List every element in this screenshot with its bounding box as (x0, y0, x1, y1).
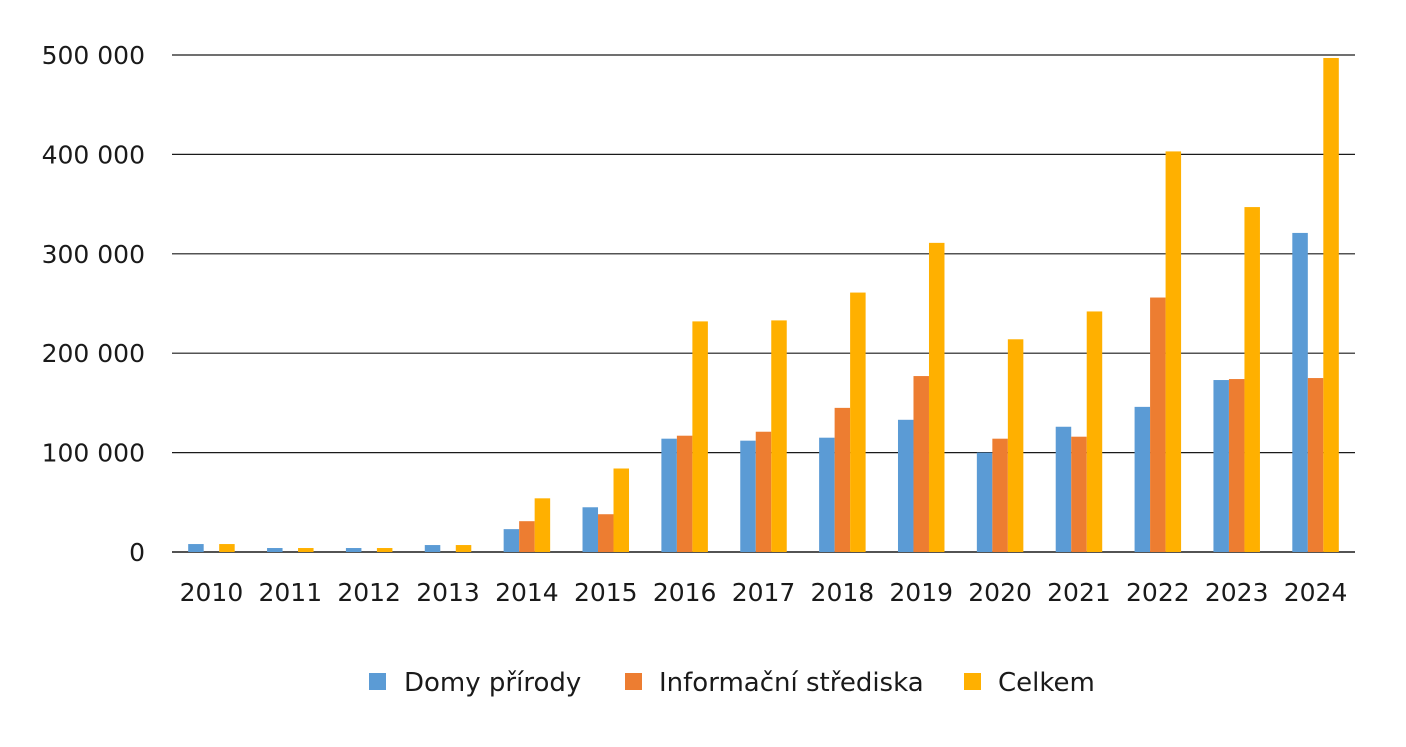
x-tick-label: 2017 (732, 578, 796, 607)
x-tick-label: 2016 (653, 578, 717, 607)
bar (1071, 436, 1087, 552)
bar (1323, 57, 1339, 553)
bar (1213, 380, 1229, 552)
x-tick-label: 2022 (1126, 578, 1190, 607)
bar (582, 507, 599, 552)
series-celkem (219, 57, 1339, 553)
bar (376, 548, 393, 552)
legend: Domy přírody Informační střediska Celkem (369, 668, 1095, 698)
legend-label: Domy přírody (404, 668, 581, 698)
x-tick-label: 2020 (968, 578, 1032, 607)
bar (692, 321, 708, 552)
x-tick-label: 2012 (337, 578, 401, 607)
bar (534, 498, 551, 552)
bar (1150, 297, 1166, 552)
bar (1307, 378, 1324, 552)
x-tick-label: 2011 (258, 578, 322, 607)
bar (913, 376, 929, 552)
x-tick-label: 2019 (889, 578, 953, 607)
bar (819, 437, 835, 552)
bar (298, 548, 314, 552)
bar (850, 292, 866, 552)
legend-swatch (369, 673, 386, 690)
bars (188, 57, 1339, 553)
legend-label: Informační střediska (659, 668, 924, 698)
bar (1086, 311, 1103, 552)
x-tick-label: 2024 (1284, 578, 1348, 607)
bar (1165, 151, 1182, 552)
x-tick-label: 2021 (1047, 578, 1111, 607)
x-tick-label: 2010 (180, 578, 244, 607)
bar (613, 468, 630, 552)
bar (661, 438, 677, 552)
y-tick-label: 200 000 (42, 339, 145, 368)
x-axis-tick-labels: 2010 2011 2012 2013 2014 2015 2016 2017 2018 2019… (180, 578, 1348, 607)
y-tick-label: 500 000 (42, 41, 145, 70)
legend-item: Domy přírody (369, 668, 581, 698)
series-domy-přírody (188, 232, 1308, 552)
y-tick-label: 0 (129, 538, 145, 567)
bar (188, 544, 204, 552)
y-axis-tick-labels: 0 100 000 200 000 300 000 400 000 500 000 (42, 41, 145, 567)
y-tick-label: 300 000 (42, 240, 145, 269)
bar (1007, 339, 1024, 552)
bar (1228, 379, 1245, 552)
bar (1055, 426, 1072, 552)
bar (676, 435, 693, 552)
bar (897, 419, 914, 552)
bar (503, 529, 520, 552)
x-tick-label: 2023 (1205, 578, 1269, 607)
legend-item: Celkem (964, 668, 1095, 698)
bar (755, 431, 772, 552)
x-tick-label: 2014 (495, 578, 559, 607)
legend-swatch (964, 673, 981, 690)
x-tick-label: 2015 (574, 578, 638, 607)
bar (1292, 232, 1308, 552)
bar (1244, 207, 1260, 552)
bar (345, 548, 362, 552)
bar (771, 320, 787, 552)
bar (928, 242, 945, 552)
bar (598, 514, 614, 552)
bar (519, 521, 535, 552)
bar (455, 545, 472, 552)
bar (834, 407, 851, 552)
bar (1134, 406, 1151, 552)
bar (424, 545, 441, 552)
bar (976, 452, 993, 552)
bar (219, 544, 235, 552)
legend-item: Informační střediska (625, 668, 924, 698)
x-tick-label: 2018 (811, 578, 875, 607)
bar (267, 548, 283, 552)
legend-label: Celkem (998, 668, 1095, 698)
x-tick-label: 2013 (416, 578, 480, 607)
series-informační-střediska (519, 297, 1324, 552)
bar (740, 440, 756, 552)
y-tick-label: 100 000 (42, 439, 145, 468)
legend-swatch (625, 673, 642, 690)
y-tick-label: 400 000 (42, 140, 145, 169)
bar (992, 438, 1008, 552)
